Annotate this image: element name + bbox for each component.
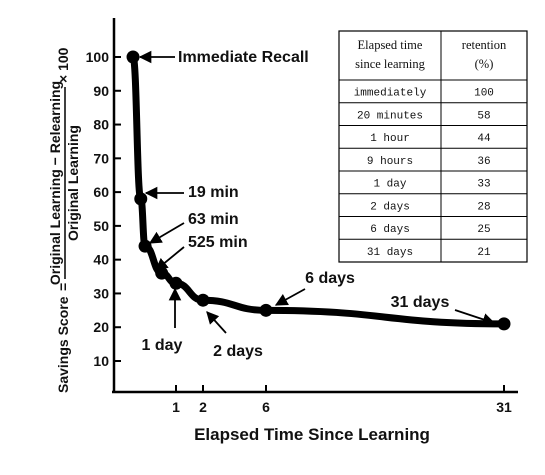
y-tick-label: 90	[93, 83, 109, 99]
y-tick-label: 80	[93, 117, 109, 133]
table-border	[338, 30, 528, 263]
annotation-arrow	[155, 246, 185, 271]
data-point	[126, 50, 140, 64]
table-cell: 20 minutes	[357, 110, 423, 122]
table-cell: 9 hours	[367, 156, 413, 168]
annotation-arrow	[148, 222, 185, 244]
annotation-label: 19 min	[188, 184, 239, 201]
table-cell: 100	[474, 88, 494, 100]
annotation-arrows	[138, 50, 496, 334]
annotation-label: 525 min	[188, 234, 248, 251]
y-label-numerator: Original Learning − Relearning	[47, 81, 63, 285]
table-cell: 25	[477, 224, 490, 236]
table-header-cell: since learning	[355, 57, 426, 71]
x-tick-label: 31	[496, 399, 512, 415]
annotation-label: 2 days	[213, 343, 263, 360]
x-tick-label: 6	[262, 399, 270, 415]
data-point	[134, 192, 148, 206]
table-cell: 2 days	[370, 201, 410, 213]
data-point	[169, 276, 183, 290]
annotation-label: 31 days	[391, 294, 450, 311]
annotation-arrow	[206, 311, 227, 334]
table-cell: 6 days	[370, 224, 410, 236]
data-point	[138, 239, 152, 253]
table-cell: 31 days	[367, 247, 413, 259]
table-cell: 36	[477, 156, 490, 168]
y-ticks: 10 20 30 40 50 60 70 80 90 100	[86, 49, 121, 369]
table-cell: 44	[477, 133, 491, 145]
table-header-cell: Elapsed time	[358, 38, 423, 52]
annotation-label: 63 min	[188, 211, 239, 228]
y-tick-label: 20	[93, 319, 109, 335]
annotation-label: 6 days	[305, 270, 355, 287]
annotations: Immediate Recall 19 min 63 min 525 min 1 day…	[142, 49, 450, 360]
table-cell: 28	[477, 201, 490, 213]
x-axis-label: Elapsed Time Since Learning	[194, 425, 430, 444]
y-label-multiplier: × 100	[55, 47, 71, 83]
y-tick-label: 60	[93, 184, 109, 200]
data-point	[497, 317, 511, 331]
y-tick-label: 100	[86, 49, 110, 65]
x-ticks: 1 2 6 31	[172, 385, 512, 415]
retention-table: Elapsed time since learning retention (%) im…	[338, 30, 528, 263]
annotation-label: 1 day	[142, 337, 183, 354]
annotation-arrow	[454, 309, 496, 326]
y-label-prefix: Savings Score	[55, 296, 71, 393]
y-tick-label: 50	[93, 218, 109, 234]
y-tick-label: 70	[93, 150, 109, 166]
table-header-cell: retention	[462, 38, 507, 52]
data-point	[259, 303, 273, 317]
table-cell: 1 hour	[370, 133, 410, 145]
table-cell: 33	[477, 179, 490, 191]
annotation-arrow	[274, 288, 306, 306]
table-cell: 1 day	[373, 179, 406, 191]
table-cell: 21	[477, 247, 491, 259]
table-cell: 58	[477, 110, 490, 122]
y-tick-label: 30	[93, 285, 109, 301]
y-label-denominator: Original Learning	[65, 125, 81, 241]
x-tick-label: 2	[199, 399, 207, 415]
table-header-cell: (%)	[475, 57, 494, 71]
y-tick-label: 40	[93, 252, 109, 268]
data-point	[196, 293, 210, 307]
y-axis-label: Savings Score = Original Learning − Rele…	[47, 47, 81, 393]
y-tick-label: 10	[93, 353, 109, 369]
x-tick-label: 1	[172, 399, 180, 415]
y-label-equals: =	[55, 283, 71, 291]
annotation-label: Immediate Recall	[178, 49, 309, 66]
table-cell: immediately	[354, 88, 427, 100]
